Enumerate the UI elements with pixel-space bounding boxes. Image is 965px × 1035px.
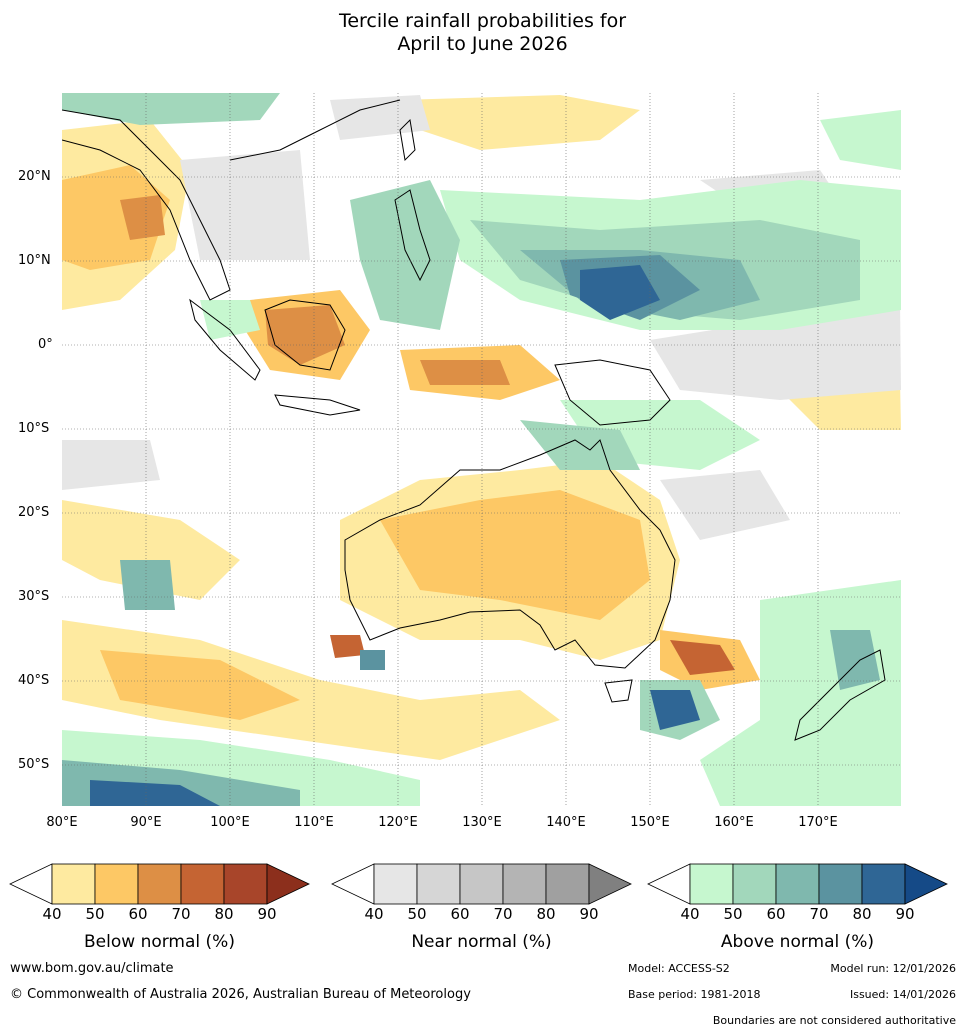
above-colorbar-tick: 60 <box>766 905 786 923</box>
above-colorbar-segment <box>689 863 734 905</box>
philippines-coastline <box>394 189 431 282</box>
copyright-text: © Commonwealth of Australia 2026, Austra… <box>10 987 471 1002</box>
below-colorbar-tick: 90 <box>257 905 277 923</box>
above-colorbar-tick: 80 <box>852 905 872 923</box>
lon-label-80e: 80°E <box>46 815 78 830</box>
borneo-coastline <box>264 299 346 371</box>
below-colorbar-segment <box>94 863 139 905</box>
near-colorbar-segment <box>502 863 547 905</box>
lon-label-150e: 150°E <box>630 815 670 830</box>
lat-label-50s: 50°S <box>18 757 50 772</box>
model-text: Model: ACCESS-S2 <box>628 962 730 975</box>
lat-label-30s: 30°S <box>18 589 50 604</box>
above-colorbar-segment <box>818 863 863 905</box>
lat-label-20s: 20°S <box>18 505 50 520</box>
lat-label-20n: 20°N <box>18 169 51 184</box>
taiwan-coastline <box>399 118 416 162</box>
lon-label-90e: 90°E <box>130 815 162 830</box>
lat-label-10s: 10°S <box>18 421 50 436</box>
near-normal-colorbar <box>331 863 632 905</box>
above-colorbar-tick: 90 <box>895 905 915 923</box>
probability-fields <box>62 93 901 806</box>
gridlines <box>62 93 901 806</box>
above-colorbar-segment <box>861 863 906 905</box>
colorbars <box>9 863 948 905</box>
below-colorbar-tick: 40 <box>42 905 62 923</box>
near-colorbar-tick: 90 <box>579 905 599 923</box>
below-colorbar-tick: 50 <box>85 905 105 923</box>
lon-label-130e: 130°E <box>462 815 502 830</box>
near-colorbar-tick: 50 <box>407 905 427 923</box>
website-link[interactable]: www.bom.gov.au/climate <box>10 961 174 976</box>
near-colorbar-tick: 70 <box>493 905 513 923</box>
base-period-text: Base period: 1981-2018 <box>628 988 761 1001</box>
asia-coastline <box>62 109 231 301</box>
near-colorbar-segment <box>545 863 590 905</box>
lon-label-100e: 100°E <box>210 815 250 830</box>
below-colorbar-segment <box>137 863 182 905</box>
lon-label-160e: 160°E <box>714 815 754 830</box>
near-colorbar-tick: 60 <box>450 905 470 923</box>
above-colorbar-segment <box>775 863 820 905</box>
below-colorbar-segment <box>51 863 96 905</box>
below-normal-label: Below normal (%) <box>84 932 235 952</box>
above-colorbar-low-extend <box>647 863 691 905</box>
below-colorbar-low-extend <box>9 863 53 905</box>
near-colorbar-segment <box>416 863 461 905</box>
title-line-1: Tercile rainfall probabilities for <box>338 10 627 32</box>
near-colorbar-tick: 80 <box>536 905 556 923</box>
java-coastline <box>274 394 361 416</box>
lat-label-0: 0° <box>38 337 53 352</box>
chart-title: Tercile rainfall probabilities for April… <box>0 10 965 56</box>
lon-label-140e: 140°E <box>546 815 586 830</box>
above-normal-colorbar <box>647 863 948 905</box>
lon-label-110e: 110°E <box>294 815 334 830</box>
above-colorbar-tick: 70 <box>809 905 829 923</box>
near-colorbar-high-extend <box>588 863 632 905</box>
above-normal-label: Above normal (%) <box>720 932 875 952</box>
above-colorbar-tick: 40 <box>680 905 700 923</box>
near-colorbar-tick: 40 <box>364 905 384 923</box>
below-normal-colorbar <box>9 863 310 905</box>
below-colorbar-tick: 70 <box>171 905 191 923</box>
above-colorbar-tick: 50 <box>723 905 743 923</box>
lon-label-170e: 170°E <box>798 815 838 830</box>
below-colorbar-tick: 60 <box>128 905 148 923</box>
below-colorbar-segment <box>180 863 225 905</box>
above-colorbar-segment <box>732 863 777 905</box>
near-colorbar-low-extend <box>331 863 375 905</box>
new-guinea-coastline <box>554 359 671 426</box>
title-line-2: April to June 2026 <box>397 33 568 55</box>
model-run-text: Model run: 12/01/2026 <box>830 962 956 975</box>
near-colorbar-segment <box>373 863 418 905</box>
below-colorbar-high-extend <box>266 863 310 905</box>
near-colorbar-segment <box>459 863 504 905</box>
above-colorbar-high-extend <box>904 863 948 905</box>
below-colorbar-segment <box>223 863 268 905</box>
disclaimer-text: Boundaries are not considered authoritat… <box>712 1014 956 1027</box>
below-colorbar-tick: 80 <box>214 905 234 923</box>
probability-map <box>62 93 901 806</box>
lat-label-10n: 10°N <box>18 253 51 268</box>
lon-label-120e: 120°E <box>378 815 418 830</box>
lat-label-40s: 40°S <box>18 673 50 688</box>
issued-text: Issued: 14/01/2026 <box>849 988 956 1001</box>
near-normal-label: Near normal (%) <box>411 932 552 952</box>
australia-coastline <box>344 439 676 669</box>
new-zealand-coastline <box>794 649 886 741</box>
